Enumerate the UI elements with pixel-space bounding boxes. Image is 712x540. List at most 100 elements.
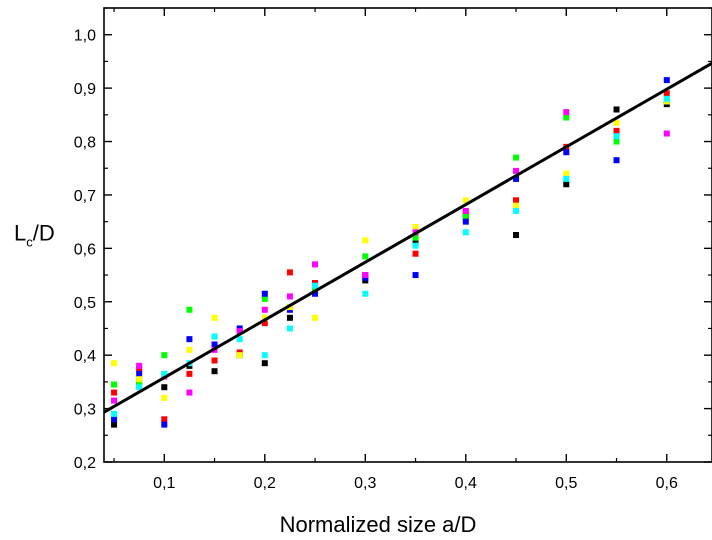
y-tick-label: 0,6 bbox=[74, 241, 96, 258]
data-point bbox=[136, 370, 143, 377]
fit-line-layer bbox=[103, 61, 712, 414]
data-point bbox=[412, 242, 419, 249]
data-point bbox=[161, 394, 168, 401]
data-point bbox=[161, 416, 168, 423]
data-point bbox=[312, 282, 319, 289]
data-point bbox=[111, 421, 118, 428]
data-point bbox=[186, 346, 193, 353]
data-point bbox=[111, 416, 118, 423]
data-point bbox=[563, 109, 570, 116]
data-point bbox=[663, 130, 670, 137]
data-point bbox=[513, 167, 520, 174]
data-point bbox=[236, 328, 243, 335]
data-point bbox=[312, 314, 319, 321]
data-point bbox=[211, 314, 218, 321]
data-point bbox=[161, 421, 168, 428]
data-point bbox=[186, 389, 193, 396]
data-point bbox=[513, 202, 520, 209]
data-point bbox=[261, 290, 268, 297]
data-point bbox=[613, 127, 620, 134]
plot-frame bbox=[103, 7, 712, 463]
data-point bbox=[186, 336, 193, 343]
data-point bbox=[513, 207, 520, 214]
data-point bbox=[286, 325, 293, 332]
data-point bbox=[513, 154, 520, 161]
data-point bbox=[663, 77, 670, 84]
fit-line bbox=[103, 61, 712, 414]
data-point bbox=[412, 250, 419, 257]
data-point bbox=[186, 370, 193, 377]
data-point bbox=[186, 306, 193, 313]
data-point bbox=[362, 253, 369, 260]
y-tick-label: 0,7 bbox=[74, 188, 96, 205]
data-point bbox=[412, 234, 419, 241]
y-axis-title-subscript: c bbox=[26, 234, 33, 249]
data-point bbox=[362, 290, 369, 297]
data-point bbox=[312, 290, 319, 297]
x-tick-label: 0,6 bbox=[656, 475, 678, 492]
data-point bbox=[462, 213, 469, 220]
y-tick-label: 1,0 bbox=[74, 28, 96, 45]
y-tick-label: 0,3 bbox=[74, 402, 96, 419]
data-point bbox=[286, 314, 293, 321]
data-point bbox=[513, 197, 520, 204]
data-point bbox=[462, 207, 469, 214]
data-point bbox=[462, 229, 469, 236]
y-tick-label: 0,2 bbox=[74, 455, 96, 472]
data-point bbox=[613, 157, 620, 164]
y-axis-title-main: L bbox=[14, 220, 26, 245]
data-point bbox=[261, 352, 268, 359]
y-tick-label: 0,9 bbox=[74, 81, 96, 98]
data-point bbox=[261, 296, 268, 303]
data-point bbox=[513, 175, 520, 182]
data-point bbox=[236, 336, 243, 343]
data-point bbox=[111, 397, 118, 404]
data-point bbox=[136, 384, 143, 391]
x-tick-label: 0,3 bbox=[354, 475, 376, 492]
x-tick-label: 0,4 bbox=[455, 475, 477, 492]
x-tick-label: 0,2 bbox=[254, 475, 276, 492]
data-point bbox=[513, 232, 520, 238]
data-point bbox=[613, 138, 620, 145]
data-point bbox=[563, 175, 570, 182]
data-point bbox=[111, 360, 118, 367]
axis-ticks: 0,1 0,2 0,3 0,4 0,5 0,6 0,2 0,3 0,4 0,5 0,6 0,7 0,8 0… bbox=[74, 7, 712, 492]
data-point bbox=[161, 352, 168, 359]
data-point bbox=[412, 272, 419, 279]
data-point bbox=[362, 237, 369, 244]
data-point bbox=[312, 261, 319, 268]
data-point bbox=[161, 384, 168, 391]
data-point bbox=[111, 381, 118, 388]
x-tick-label: 0,1 bbox=[153, 475, 175, 492]
data-point bbox=[111, 389, 118, 396]
data-point bbox=[613, 106, 620, 113]
data-point bbox=[261, 320, 268, 327]
x-tick-label: 0,5 bbox=[555, 475, 577, 492]
data-point bbox=[563, 181, 570, 188]
data-point bbox=[211, 341, 218, 348]
data-point bbox=[261, 360, 268, 367]
y-tick-label: 0,4 bbox=[74, 348, 96, 365]
data-point bbox=[613, 133, 620, 140]
data-point bbox=[236, 352, 243, 359]
y-tick-label: 0,8 bbox=[74, 135, 96, 152]
y-axis-title-suffix: /D bbox=[33, 220, 55, 245]
data-point bbox=[136, 362, 143, 369]
data-point bbox=[211, 333, 218, 340]
data-point bbox=[362, 272, 369, 279]
data-point bbox=[563, 114, 570, 121]
y-tick-label: 0,5 bbox=[74, 295, 96, 312]
data-point bbox=[613, 119, 620, 126]
data-point bbox=[136, 376, 143, 383]
data-point bbox=[462, 218, 469, 225]
data-point bbox=[211, 368, 218, 375]
data-points-layer bbox=[111, 77, 670, 428]
data-point bbox=[261, 314, 268, 321]
data-point bbox=[412, 223, 419, 230]
data-point bbox=[211, 357, 218, 364]
data-point bbox=[286, 293, 293, 300]
data-point bbox=[563, 170, 570, 177]
data-point bbox=[563, 149, 570, 156]
data-point bbox=[663, 95, 670, 102]
